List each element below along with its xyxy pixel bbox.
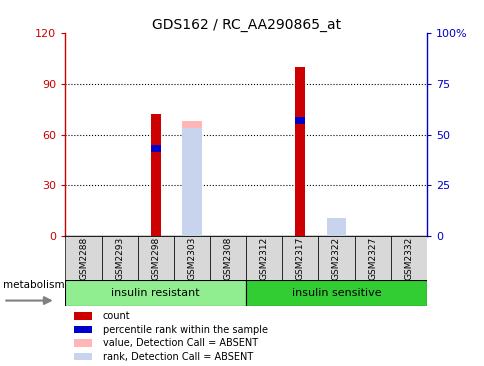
Bar xyxy=(137,236,173,280)
Bar xyxy=(326,218,346,236)
Bar xyxy=(295,67,305,236)
Text: GSM2312: GSM2312 xyxy=(259,236,268,280)
Bar xyxy=(74,312,92,320)
Text: GSM2308: GSM2308 xyxy=(223,236,232,280)
Bar xyxy=(173,236,210,280)
Bar xyxy=(245,280,426,306)
Bar xyxy=(151,145,161,152)
Bar xyxy=(182,121,201,236)
Text: count: count xyxy=(102,311,130,321)
Bar xyxy=(210,236,245,280)
Text: GSM2322: GSM2322 xyxy=(331,236,340,280)
Bar xyxy=(151,114,161,236)
Title: GDS162 / RC_AA290865_at: GDS162 / RC_AA290865_at xyxy=(151,18,340,32)
Bar xyxy=(74,352,92,360)
Text: GSM2298: GSM2298 xyxy=(151,236,160,280)
Text: GSM2327: GSM2327 xyxy=(367,236,377,280)
Bar xyxy=(102,236,137,280)
Bar xyxy=(390,236,426,280)
Text: insulin resistant: insulin resistant xyxy=(111,288,200,298)
Bar xyxy=(74,326,92,333)
Text: GSM2332: GSM2332 xyxy=(403,236,412,280)
Bar xyxy=(326,228,346,236)
Text: GSM2293: GSM2293 xyxy=(115,236,124,280)
Bar xyxy=(245,236,282,280)
Bar xyxy=(354,236,390,280)
Bar xyxy=(282,236,318,280)
Text: metabolism: metabolism xyxy=(3,280,65,290)
Text: GSM2288: GSM2288 xyxy=(79,236,88,280)
Text: percentile rank within the sample: percentile rank within the sample xyxy=(102,325,267,335)
Bar xyxy=(74,339,92,347)
Bar xyxy=(65,280,245,306)
Text: GSM2303: GSM2303 xyxy=(187,236,196,280)
Bar xyxy=(295,117,305,124)
Text: GSM2317: GSM2317 xyxy=(295,236,304,280)
Bar xyxy=(182,128,201,236)
Bar xyxy=(318,236,354,280)
Text: rank, Detection Call = ABSENT: rank, Detection Call = ABSENT xyxy=(102,352,252,362)
Bar xyxy=(65,236,102,280)
Text: insulin sensitive: insulin sensitive xyxy=(291,288,380,298)
Text: value, Detection Call = ABSENT: value, Detection Call = ABSENT xyxy=(102,338,257,348)
